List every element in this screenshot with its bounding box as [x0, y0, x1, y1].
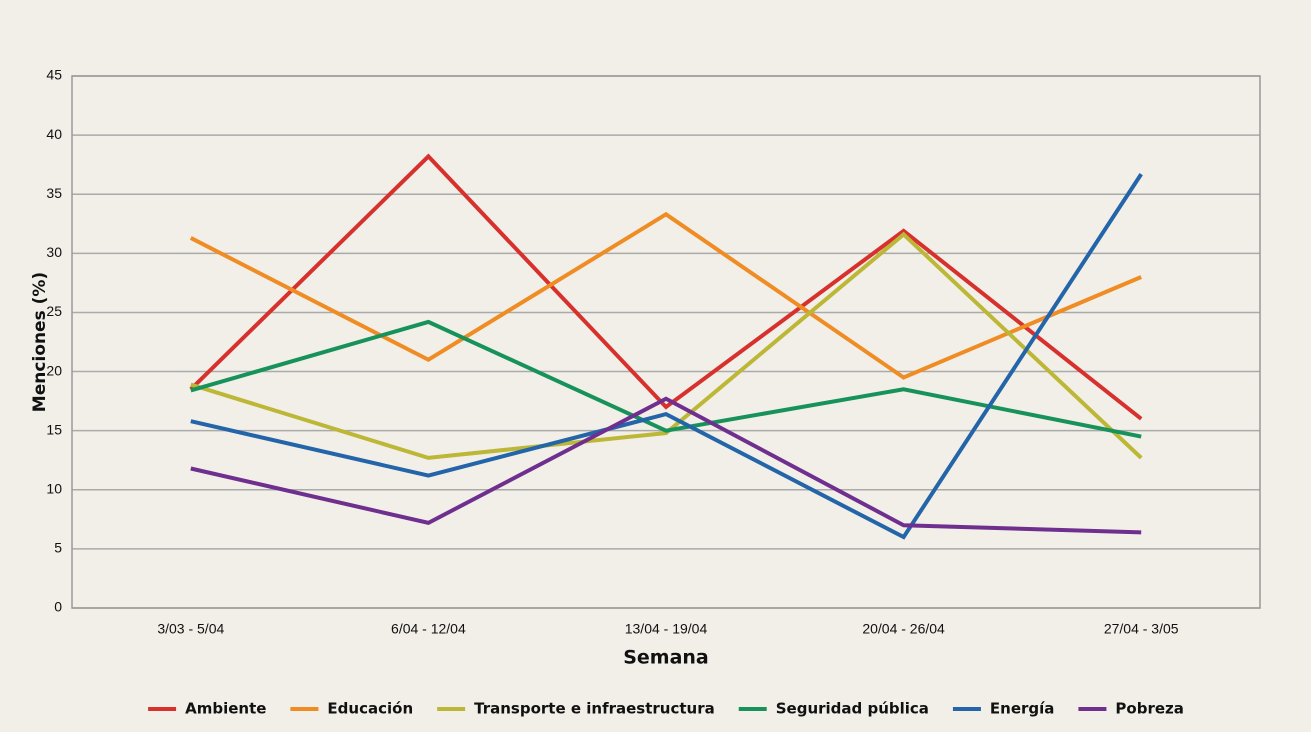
series-line [189, 153, 1143, 421]
legend-label: Pobreza [1115, 700, 1183, 718]
series-line [189, 211, 1142, 380]
legend-label: Educación [327, 700, 413, 718]
series-line [190, 396, 1142, 535]
legend-label: Ambiente [185, 700, 266, 718]
plot-border [71, 75, 1261, 609]
y-tick-label: 20 [46, 362, 62, 378]
y-tick-label: 25 [46, 303, 62, 319]
y-tick-label: 35 [46, 185, 62, 201]
y-tick-label: 40 [46, 126, 62, 142]
x-tick-label: 3/03 - 5/04 [157, 621, 224, 637]
x-tick-label: 13/04 - 19/04 [625, 621, 708, 637]
series-line [190, 231, 1143, 460]
x-tick-label: 27/04 - 3/05 [1104, 621, 1179, 637]
series-line [190, 319, 1142, 439]
legend: Ambiente Educación Transporte e infraestru… [148, 700, 1184, 718]
legend-label: Transporte e infraestructura [474, 700, 715, 718]
y-tick-label: 10 [46, 480, 62, 496]
legend-label: Energía [990, 700, 1055, 718]
x-axis-label: Semana [623, 647, 709, 669]
x-tick-label: 6/04 - 12/04 [391, 621, 466, 637]
legend-label: Seguridad pública [776, 700, 929, 718]
y-tick-label: 0 [54, 599, 62, 615]
y-tick-label: 45 [46, 67, 62, 83]
series-line [190, 173, 1143, 540]
x-tick-label: 20/04 - 26/04 [862, 621, 945, 637]
y-tick-label: 30 [46, 244, 62, 260]
y-tick-label: 15 [46, 421, 62, 437]
y-tick-label: 5 [54, 540, 62, 556]
y-axis-label: Menciones (%) [30, 272, 50, 412]
